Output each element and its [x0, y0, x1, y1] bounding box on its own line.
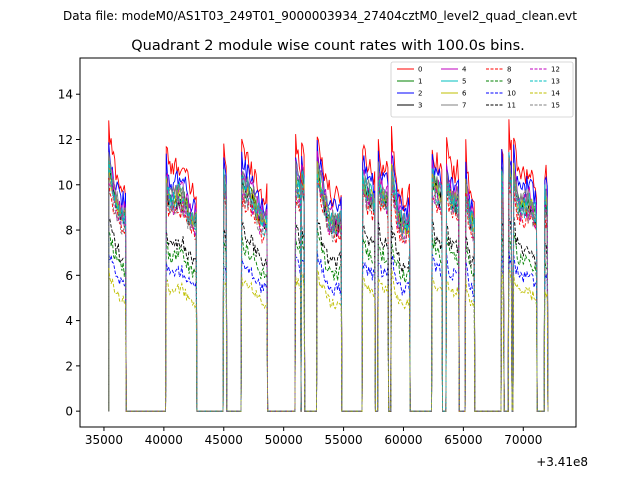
legend-label-9: 9	[507, 78, 511, 86]
legend-label-10: 10	[507, 90, 516, 98]
series-layer	[108, 119, 549, 412]
y-tick-label: 14	[58, 88, 73, 102]
x-tick-label: 60000	[384, 433, 422, 447]
legend-label-15: 15	[551, 102, 560, 110]
y-tick-label: 0	[65, 405, 73, 419]
x-tick-label: 55000	[324, 433, 362, 447]
legend-label-3: 3	[418, 102, 422, 110]
legend-label-1: 1	[418, 78, 422, 86]
x-tick-label: 50000	[265, 433, 303, 447]
legend-label-13: 13	[551, 78, 560, 86]
chart-title: Quadrant 2 module wise count rates with …	[131, 38, 525, 54]
y-tick-label: 4	[65, 314, 73, 328]
x-offset-label: +3.41e8	[536, 455, 588, 469]
legend-label-2: 2	[418, 90, 422, 98]
x-axis: 35000 40000 45000 50000 55000 60000 65000 70000	[85, 427, 542, 447]
legend-label-11: 11	[507, 102, 516, 110]
legend-label-6: 6	[462, 90, 467, 98]
x-tick-label: 70000	[504, 433, 542, 447]
legend-label-4: 4	[462, 66, 467, 74]
x-tick-label: 65000	[444, 433, 482, 447]
legend-label-14: 14	[551, 90, 560, 98]
plot-frame	[79, 57, 577, 428]
legend-label-7: 7	[462, 102, 466, 110]
legend-frame	[390, 61, 574, 118]
legend-label-0: 0	[418, 66, 422, 74]
y-axis: 0 2 4 6 8 10 12 14	[58, 88, 80, 419]
x-tick-label: 35000	[85, 433, 123, 447]
x-tick-label: 45000	[205, 433, 243, 447]
y-tick-label: 8	[65, 224, 73, 238]
y-tick-label: 2	[65, 359, 73, 373]
legend-label-5: 5	[462, 78, 466, 86]
y-tick-label: 10	[58, 178, 73, 192]
chart-suptitle: Data file: modeM0/AS1T03_249T01_90000039…	[63, 9, 577, 23]
y-tick-label: 6	[65, 269, 73, 283]
x-tick-label: 40000	[145, 433, 183, 447]
y-tick-label: 12	[58, 133, 73, 147]
plot-area	[80, 58, 576, 427]
series-line-15	[108, 168, 549, 412]
legend-label-8: 8	[507, 66, 511, 74]
legend-label-12: 12	[551, 66, 560, 74]
